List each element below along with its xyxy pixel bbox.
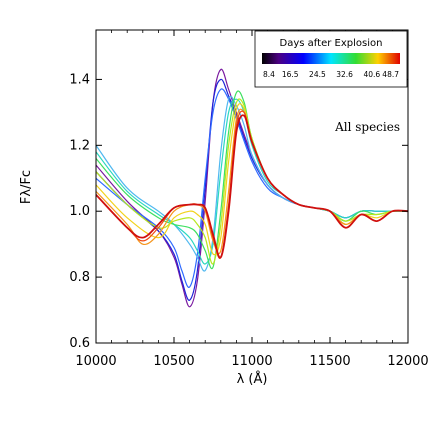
y-tick-label: 1.4	[69, 72, 90, 87]
y-tick-label: 1.2	[69, 138, 90, 153]
series-line-day-40-6	[96, 108, 408, 255]
x-axis-title: λ (Å)	[237, 371, 268, 387]
x-axis: 10000 10500 11000 11500 12000	[75, 30, 429, 369]
legend-tick-label: 24.5	[309, 70, 326, 79]
series-line-day-8-4	[96, 68, 408, 308]
legend-tick-label: 16.5	[282, 70, 299, 79]
series-layer	[96, 68, 408, 308]
annotation-all-species: All species	[334, 120, 400, 134]
legend-labels: 8.4 16.5 24.5 32.6 40.6 48.7	[263, 70, 399, 79]
legend-tick-label: 32.6	[336, 70, 353, 79]
x-tick-label: 12000	[387, 354, 428, 369]
y-axis-title: Fλ/Fc	[19, 170, 34, 204]
legend-tick-label: 40.6	[363, 70, 380, 79]
x-tick-label: 11500	[309, 354, 350, 369]
series-line-day-12	[96, 78, 408, 301]
legend: Days after Explosion 8.4 16.5 24.5 32.6 40.6…	[254, 30, 408, 88]
series-line-day-16-5	[96, 88, 408, 288]
legend-tick-label: 48.7	[382, 70, 399, 79]
series-line-day-28-5	[96, 90, 408, 270]
y-tick-label: 0.6	[69, 336, 90, 351]
legend-colorbar	[262, 53, 400, 64]
x-tick-label: 10500	[153, 354, 194, 369]
legend-title: Days after Explosion	[280, 38, 383, 49]
y-tick-label: 1.0	[69, 204, 90, 219]
x-tick-label: 11000	[231, 354, 272, 369]
x-tick-label: 10000	[75, 354, 116, 369]
series-line-day-48-7	[96, 114, 408, 259]
y-tick-label: 0.8	[69, 270, 90, 285]
series-line-day-32-6	[96, 98, 408, 265]
legend-tick-label: 8.4	[263, 70, 275, 79]
